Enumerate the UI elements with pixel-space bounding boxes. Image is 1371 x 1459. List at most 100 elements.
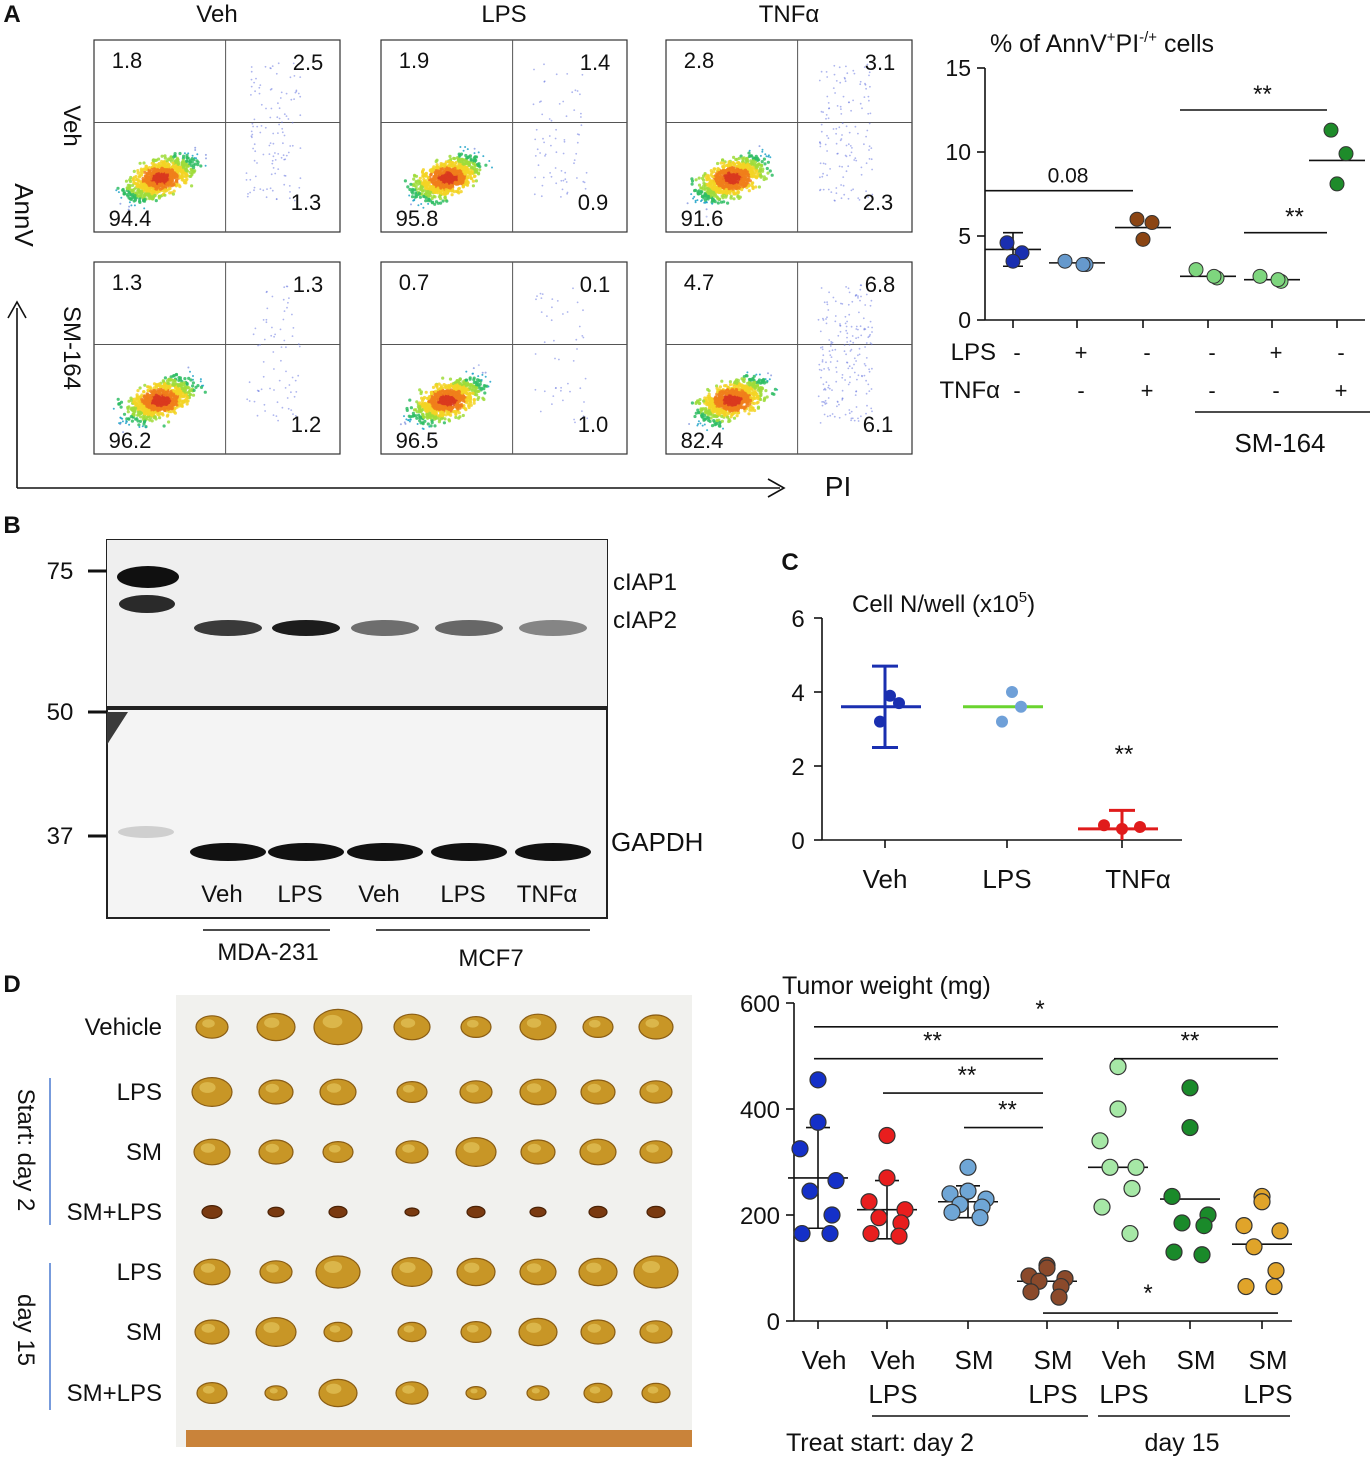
cell-dot <box>573 418 575 421</box>
cell-dot <box>159 401 163 405</box>
cell-dot <box>450 164 454 168</box>
cell-dot <box>175 160 179 164</box>
cell-dot <box>250 130 253 133</box>
cell-dot <box>289 191 291 193</box>
cell-dot <box>836 152 839 155</box>
cell-dot <box>694 201 697 204</box>
x-axis-label: PI <box>825 471 851 502</box>
cell-dot <box>454 412 458 417</box>
cell-dot <box>155 167 159 171</box>
cell-dot <box>766 160 771 164</box>
cell-dot <box>283 134 286 137</box>
cell-dot <box>431 200 435 204</box>
cell-dot <box>188 174 192 178</box>
cell-dot <box>726 167 730 171</box>
cell-dot <box>408 398 412 402</box>
cell-dot <box>181 168 185 172</box>
cell-dot <box>149 177 153 181</box>
cell-dot <box>826 95 829 98</box>
cell-dot <box>457 162 461 166</box>
cell-dot <box>818 79 821 82</box>
flow-plot: 2.8 3.191.62.3 <box>665 39 913 233</box>
cell-dot <box>740 188 744 192</box>
cell-dot <box>169 390 173 394</box>
cell-dot <box>121 417 124 420</box>
cell-dot <box>845 144 848 147</box>
cell-dot <box>766 171 770 175</box>
cell-dot <box>188 162 192 166</box>
cell-dot <box>283 339 286 342</box>
cell-dot <box>421 404 425 408</box>
cell-dot <box>819 188 822 191</box>
cell-dot <box>472 161 476 166</box>
cell-dot <box>158 187 163 191</box>
cell-dot <box>160 389 164 393</box>
cell-dot <box>535 128 538 131</box>
cell-dot <box>554 137 557 140</box>
cell-dot <box>475 390 479 394</box>
cell-dot <box>291 144 294 147</box>
cell-dot <box>185 172 189 176</box>
cell-dot <box>550 119 553 122</box>
cell-dot <box>165 188 169 192</box>
cell-dot <box>152 407 156 411</box>
cell-dot <box>726 201 730 205</box>
cell-dot <box>138 191 142 195</box>
cell-dot <box>157 161 161 165</box>
cell-dot <box>484 163 488 167</box>
cell-dot <box>461 413 465 418</box>
cell-dot <box>407 414 411 418</box>
cell-dot <box>274 152 276 154</box>
cell-dot <box>290 391 292 394</box>
cell-dot <box>120 196 123 199</box>
cell-dot <box>177 398 181 402</box>
cell-dot <box>847 143 850 146</box>
cell-dot <box>546 315 548 317</box>
cell-dot <box>190 184 194 188</box>
cell-dot <box>433 406 437 411</box>
cell-dot <box>277 62 280 65</box>
cell-dot <box>870 147 873 150</box>
cell-dot <box>727 178 731 182</box>
cell-dot <box>477 151 480 154</box>
cell-dot <box>137 194 141 198</box>
cell-dot <box>826 76 829 78</box>
cell-dot <box>269 387 271 390</box>
cell-dot <box>153 410 157 415</box>
cell-dot <box>183 152 186 155</box>
cell-dot <box>127 187 131 191</box>
cell-dot <box>469 168 473 172</box>
cell-dot <box>422 415 426 419</box>
cell-dot <box>189 370 191 373</box>
cell-dot <box>280 346 283 348</box>
cell-dot <box>491 166 493 169</box>
cell-dot <box>722 161 726 165</box>
cell-dot <box>269 142 272 145</box>
cell-dot <box>476 162 480 166</box>
cell-dot <box>572 360 575 362</box>
cell-dot <box>192 158 196 162</box>
cell-dot <box>449 392 453 396</box>
cell-dot <box>121 420 124 423</box>
cell-dot <box>176 162 181 166</box>
cell-dot <box>286 397 289 399</box>
cell-dot <box>253 186 256 189</box>
cell-dot <box>203 390 207 394</box>
cell-dot <box>413 199 416 202</box>
cell-dot <box>182 381 186 385</box>
cell-dot <box>256 162 258 164</box>
cell-dot <box>464 378 468 382</box>
cell-dot <box>715 195 719 199</box>
row-label: Veh <box>58 105 85 146</box>
cell-dot <box>449 174 453 178</box>
cell-dot <box>154 393 158 397</box>
cell-dot <box>278 379 281 382</box>
cell-dot <box>825 71 828 73</box>
cell-dot <box>139 411 143 415</box>
cell-dot <box>426 195 431 199</box>
cell-dot <box>819 145 822 148</box>
cell-dot <box>258 92 261 95</box>
cell-dot <box>295 391 298 393</box>
cell-dot <box>265 196 268 199</box>
cell-dot <box>696 199 699 202</box>
